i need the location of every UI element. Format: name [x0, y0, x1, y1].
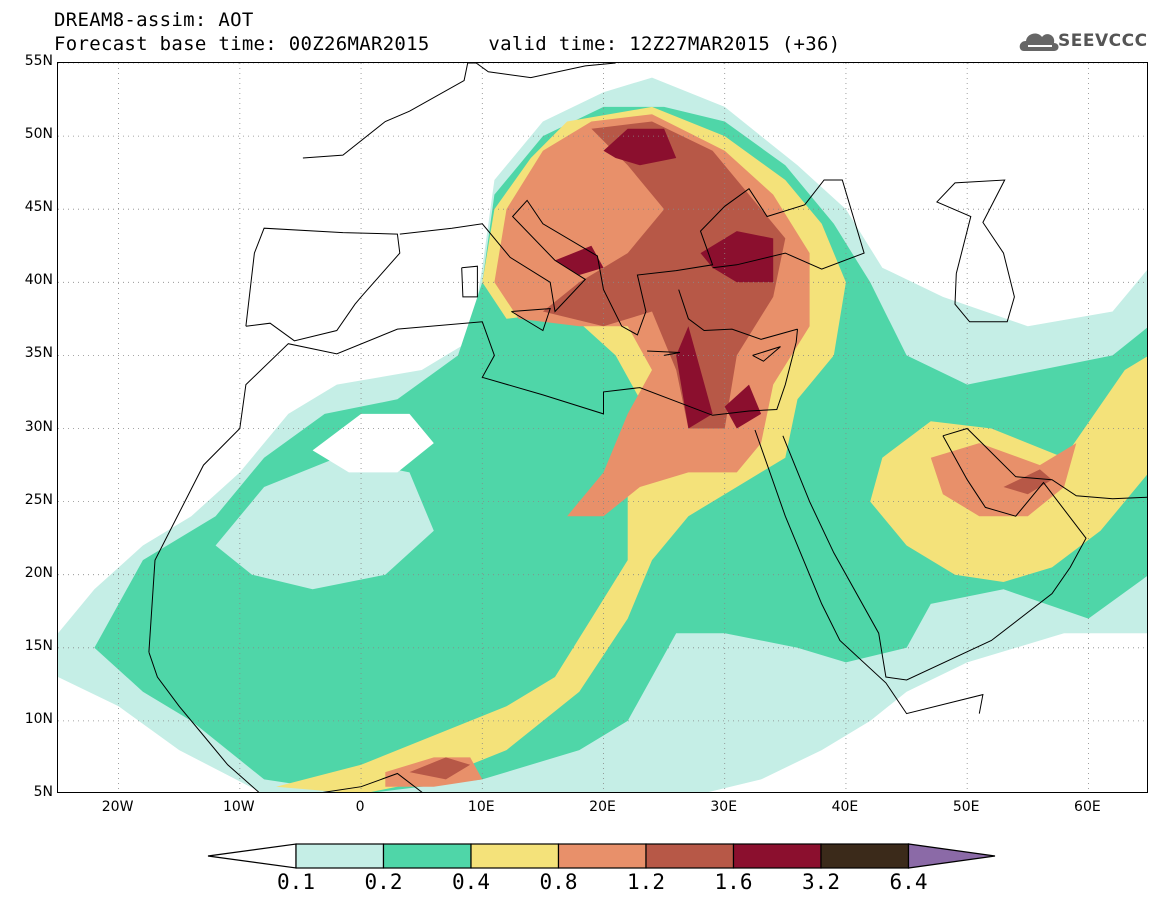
colorbar-tick-label: 0.4	[452, 870, 490, 894]
lat-tick-label: 20N	[24, 564, 53, 581]
cyprus-coastline	[752, 346, 781, 362]
colorbar-below-arrow	[207, 843, 297, 869]
aot-1.6-poland	[603, 128, 677, 166]
aot-1.6-egypt	[724, 384, 762, 429]
lat-tick-label: 50N	[24, 126, 53, 143]
map-canvas	[58, 63, 1147, 792]
colorbar-tick-label: 1.2	[627, 870, 665, 894]
colorbar-tick-label: 0.1	[277, 870, 315, 894]
lat-tick-label: 10N	[24, 710, 53, 727]
lon-tick-label: 20W	[101, 799, 134, 815]
mediterranean-north-coastline	[399, 179, 865, 336]
colorbar-tick-label: 0.8	[539, 870, 578, 894]
colorbar-tick-label: 0.2	[364, 870, 403, 894]
forecast-time-subtitle: Forecast base time: 00Z26MAR2015 valid t…	[54, 33, 841, 55]
colorbar-segment	[470, 843, 560, 869]
aot-1.6-blacksea	[700, 231, 774, 283]
colorbar-segment	[557, 843, 647, 869]
lon-tick-label: 0	[355, 799, 365, 815]
colorbar-tick-label: 1.6	[714, 870, 753, 894]
map-title: DREAM8-assim: AOT	[54, 9, 254, 31]
colorbar-segment	[295, 843, 385, 869]
anatolia-south-coastline	[678, 289, 798, 340]
lon-tick-label: 50E	[952, 799, 980, 815]
aot-1.6-aegean	[676, 326, 713, 429]
lon-tick-label: 10W	[222, 799, 255, 815]
seevccc-cloud-logo-icon	[1019, 33, 1059, 51]
aot-1.6-balkans	[555, 245, 604, 275]
crete-coastline	[647, 350, 680, 356]
lat-tick-label: 15N	[24, 637, 53, 654]
lat-tick-label: 5N	[33, 784, 53, 800]
lat-tick-label: 55N	[24, 53, 53, 69]
iberia-coastline	[245, 227, 401, 342]
lon-tick-label: 10E	[467, 799, 495, 815]
aot-map	[57, 62, 1148, 793]
arabia-coastline	[782, 435, 1087, 681]
lat-tick-label: 40N	[24, 272, 53, 289]
lon-tick-label: 60E	[1074, 799, 1101, 815]
sicily-coastline	[511, 308, 551, 332]
west-africa-coastline	[148, 652, 423, 792]
red-sea-africa-coastline	[754, 429, 984, 715]
sardinia-coastline	[461, 265, 478, 298]
aot-0.8-arabia	[930, 443, 1077, 517]
colorbar-segment	[820, 843, 910, 869]
lon-tick-label: 20E	[589, 799, 616, 815]
north-africa-coastline	[148, 321, 798, 653]
aot-low-hole	[215, 457, 434, 590]
lat-tick-label: 25N	[24, 491, 53, 508]
north-europe-coastline	[302, 63, 616, 159]
logo-text: SEEVCCC	[1058, 31, 1148, 51]
colorbar-tick-label: 3.2	[802, 870, 840, 894]
lat-tick-label: 45N	[24, 199, 53, 216]
colorbar	[207, 843, 996, 869]
aot-1.2-gulf-guinea	[409, 757, 471, 780]
iran-coastline	[942, 427, 1147, 500]
lon-tick-label: 40E	[831, 799, 859, 815]
colorbar-segment	[382, 843, 472, 869]
lat-tick-label: 35N	[24, 345, 53, 362]
aot-1.2-arabia	[1003, 469, 1052, 495]
colorbar-above-arrow	[907, 843, 996, 869]
caspian-coastline	[936, 179, 1015, 323]
colorbar-segment	[645, 843, 735, 869]
lon-tick-label: 30E	[710, 799, 738, 815]
colorbar-tick-label: 6.4	[889, 870, 928, 894]
colorbar-segment	[732, 843, 822, 869]
lat-tick-label: 30N	[24, 418, 53, 435]
